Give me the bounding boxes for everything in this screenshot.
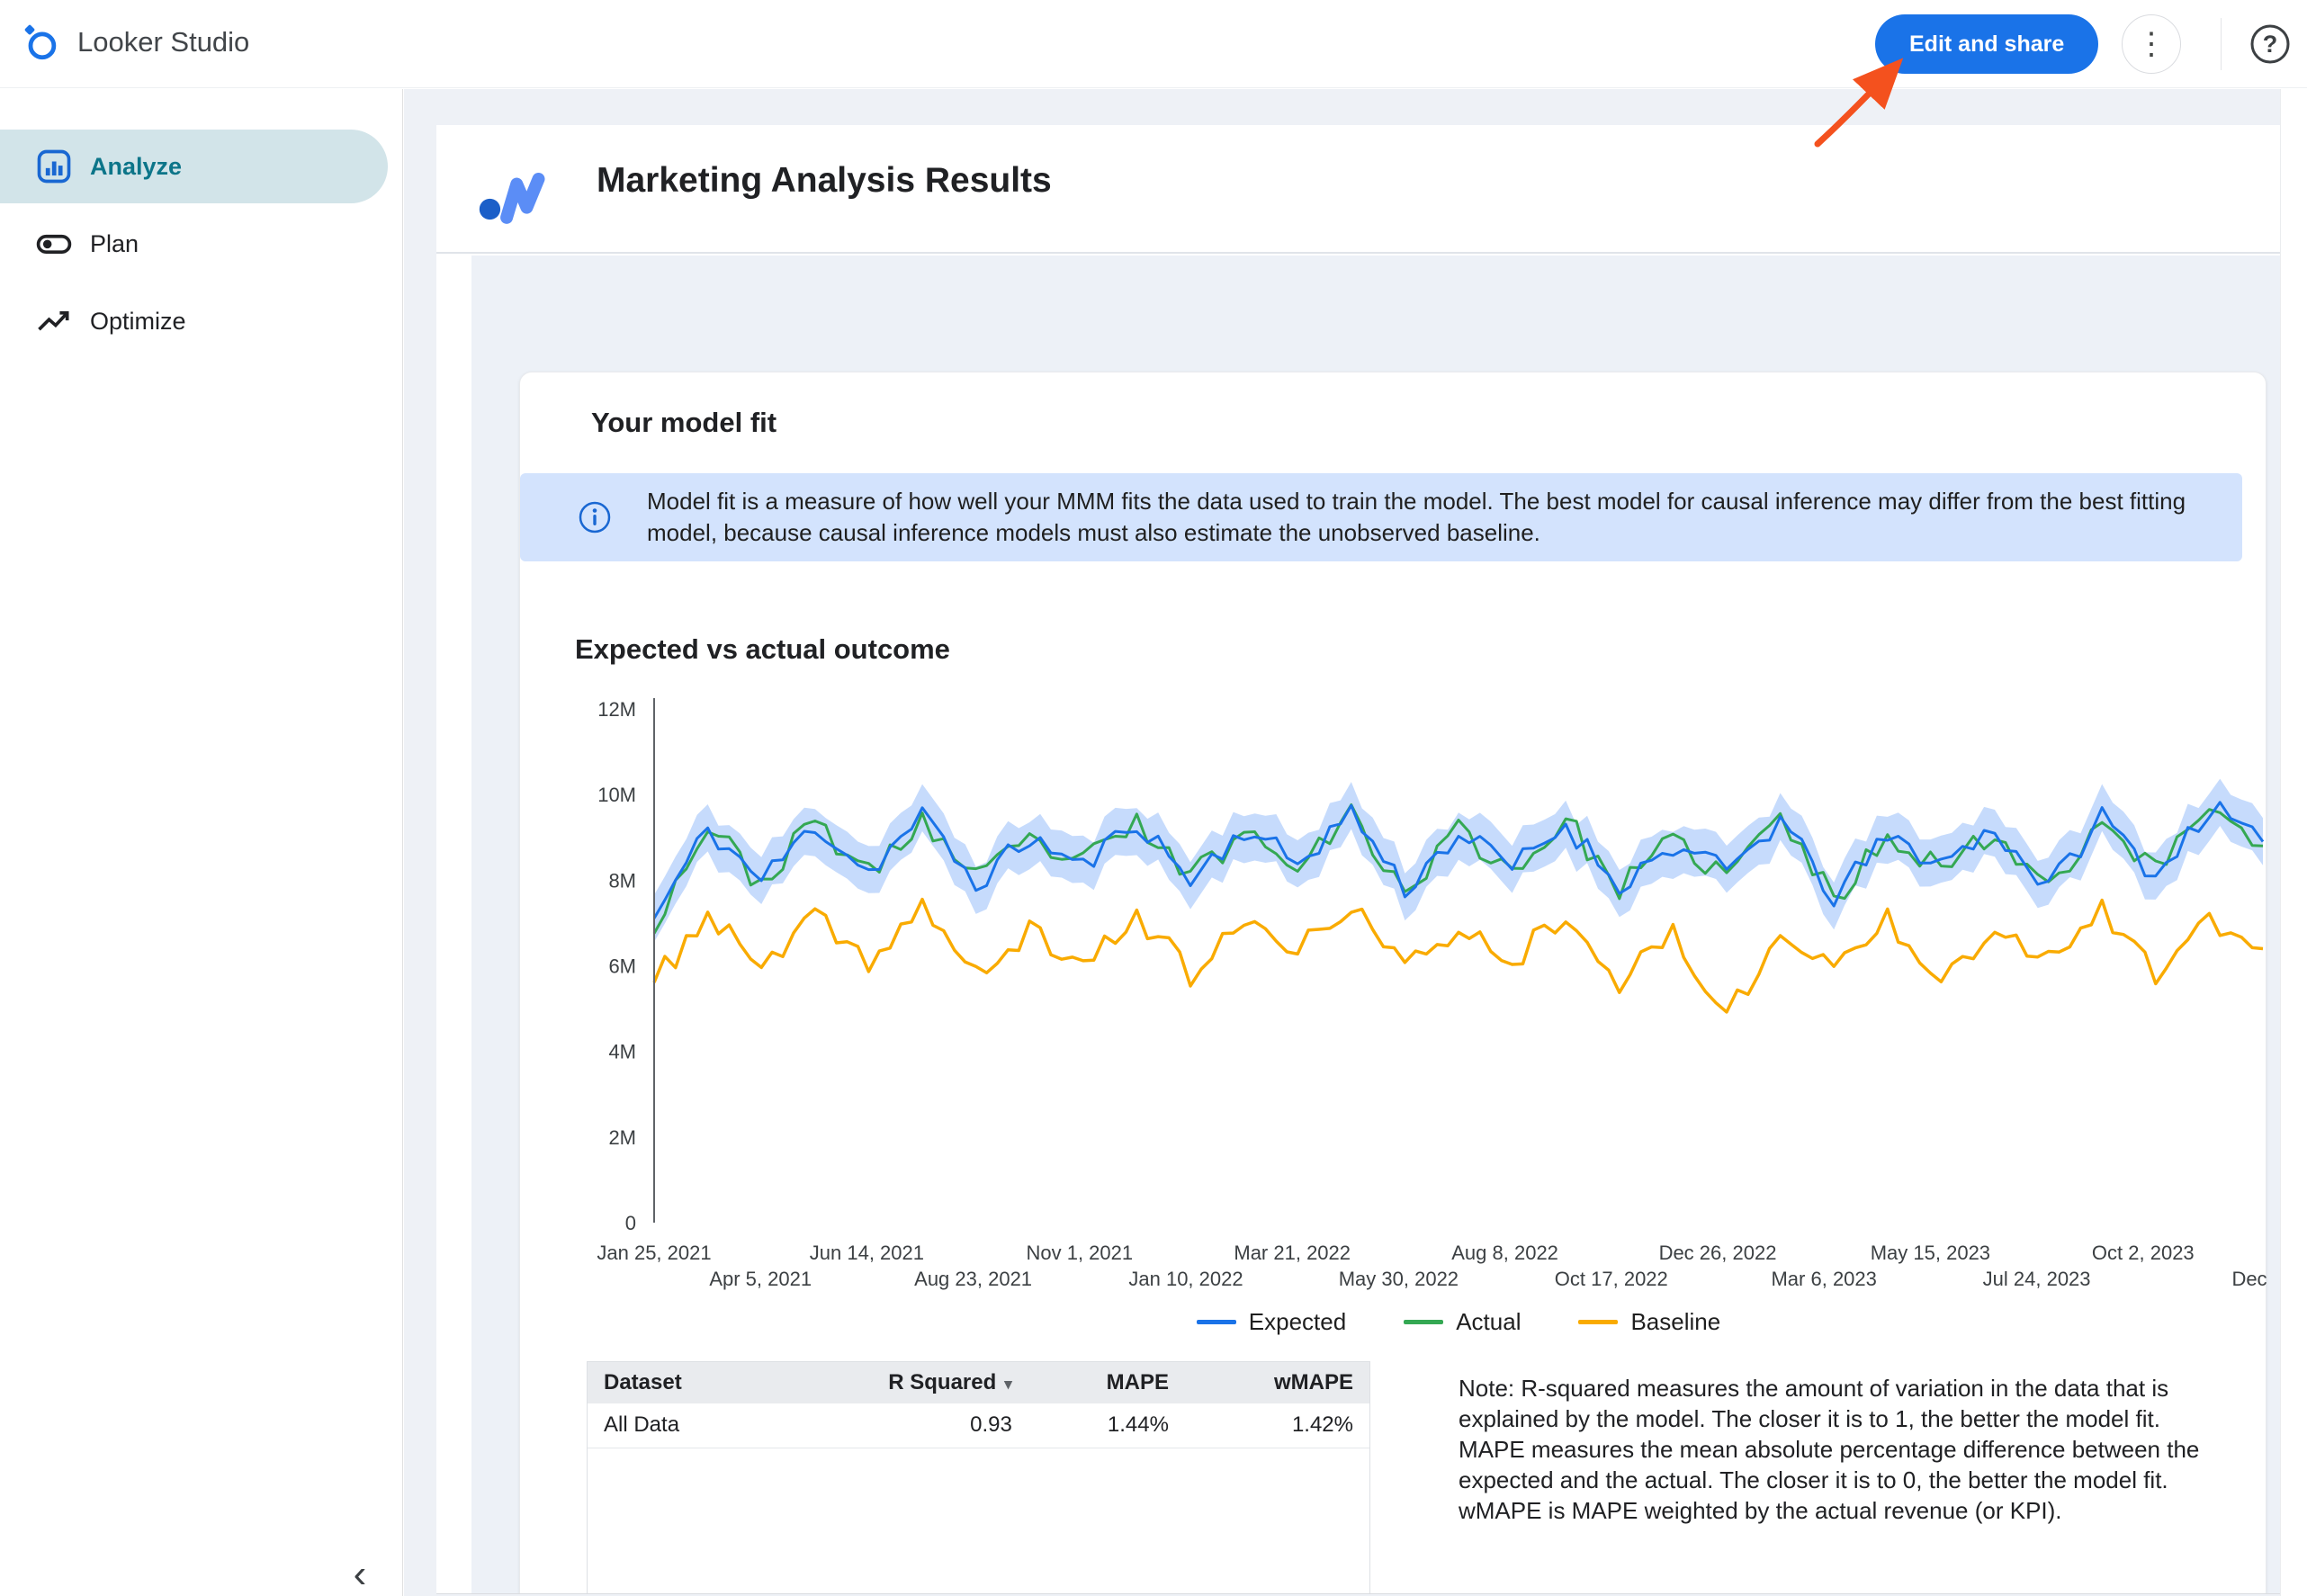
looker-studio-logo <box>24 24 57 60</box>
legend-item-expected[interactable]: Expected <box>1196 1308 1347 1336</box>
table-header-mape[interactable]: MAPE <box>1028 1362 1185 1403</box>
info-banner-text: Model fit is a measure of how well your … <box>647 488 2186 546</box>
report-body: Your model fit Model fit is a measure of… <box>436 256 2280 1593</box>
legend-label: Baseline <box>1630 1308 1721 1335</box>
x-axis-tick-label: Oct 2, 2023 <box>2092 1242 2195 1264</box>
x-axis-tick-label: Jul 24, 2023 <box>1983 1268 2091 1290</box>
scrollbar-track[interactable] <box>2280 89 2307 1596</box>
x-axis-tick-label: Nov 1, 2021 <box>1026 1242 1133 1264</box>
x-axis-tick-label: Jan 25, 2021 <box>597 1242 711 1264</box>
x-axis-tick-label: May 30, 2022 <box>1339 1268 1459 1290</box>
x-axis-tick-label: Aug 8, 2022 <box>1451 1242 1558 1264</box>
report-header: Marketing Analysis Results <box>436 125 2280 254</box>
sidebar-item-label: Optimize <box>90 307 186 335</box>
report-canvas: Marketing Analysis Results Your model fi… <box>436 125 2280 1594</box>
card-title: Your model fit <box>591 407 777 438</box>
y-axis-tick-label: 2M <box>608 1126 636 1149</box>
series-baseline-line <box>652 897 2264 1014</box>
y-axis-tick-label: 12M <box>597 698 636 721</box>
y-axis-tick-label: 8M <box>608 869 636 892</box>
top-app-bar: Looker Studio Edit and share ⋮ ? <box>0 0 2307 88</box>
sidebar-item-plan[interactable]: Plan <box>0 207 403 281</box>
legend-swatch <box>1196 1320 1236 1324</box>
model-fit-table: Dataset R Squared ▾ MAPE wMAPE All Data 0.93 1.… <box>587 1361 1370 1593</box>
x-axis-tick-label: Oct 17, 2022 <box>1555 1268 1668 1290</box>
table-header-dataset[interactable]: Dataset <box>588 1362 770 1403</box>
trending-up-icon <box>38 311 69 331</box>
legend-label: Actual <box>1456 1308 1522 1335</box>
report-page-background: Your model fit Model fit is a measure of… <box>471 256 2280 1593</box>
table-cell: 1.44% <box>1028 1403 1185 1448</box>
toggle-icon <box>36 234 72 254</box>
more-options-button[interactable]: ⋮ <box>2122 14 2181 74</box>
table-cell: All Data <box>588 1403 770 1448</box>
timeseries-chart[interactable]: 0 2M 4M 6M 8M 10M 12M Jan 25, 2021 Apr 5, 2021 Ju… <box>520 678 2267 1290</box>
info-icon <box>579 501 611 533</box>
chart-legend: Expected Actual Baseline <box>654 1308 2263 1336</box>
sidebar-item-optimize[interactable]: Optimize <box>0 284 403 358</box>
legend-label: Expected <box>1248 1308 1347 1335</box>
x-axis-tick-label: Aug 23, 2021 <box>914 1268 1032 1290</box>
table-header-r-squared[interactable]: R Squared ▾ <box>769 1362 1028 1403</box>
table-header-row: Dataset R Squared ▾ MAPE wMAPE <box>588 1362 1369 1403</box>
legend-item-baseline[interactable]: Baseline <box>1578 1308 1720 1336</box>
x-axis-tick-label: Mar 6, 2023 <box>1771 1268 1876 1290</box>
analyze-chart-icon <box>37 149 71 184</box>
x-axis-tick-label: May 15, 2023 <box>1871 1242 1990 1264</box>
help-button[interactable]: ? <box>2248 22 2293 67</box>
table-row: All Data 0.93 1.44% 1.42% <box>588 1403 1369 1448</box>
series-expected-line <box>652 801 2265 919</box>
vertical-ellipsis-icon: ⋮ <box>2136 27 2167 61</box>
report-title: Marketing Analysis Results <box>597 161 1052 200</box>
model-fit-card: Your model fit Model fit is a measure of… <box>519 372 2267 1593</box>
info-banner: Model fit is a measure of how well your … <box>520 473 2242 561</box>
help-icon: ? <box>2250 24 2290 64</box>
sidebar-item-analyze[interactable]: Analyze <box>0 130 388 203</box>
sort-arrow-icon: ▾ <box>1004 1376 1012 1393</box>
y-axis-tick-label: 10M <box>597 784 636 806</box>
sidebar-collapse-button[interactable]: ‹ <box>335 1554 385 1595</box>
legend-swatch <box>1404 1320 1444 1324</box>
x-axis-tick-label: Apr 5, 2021 <box>709 1268 812 1290</box>
app-name: Looker Studio <box>77 26 250 58</box>
svg-text:?: ? <box>2263 31 2278 58</box>
app-logo-title: Looker Studio <box>20 22 249 63</box>
model-fit-note: Note: R-squared measures the amount of v… <box>1459 1375 2200 1524</box>
x-axis-tick-label: Jan 10, 2022 <box>1128 1268 1243 1290</box>
header-divider <box>2221 18 2222 70</box>
y-axis-tick-label: 4M <box>608 1041 636 1063</box>
chevron-left-icon: ‹ <box>353 1552 367 1596</box>
x-axis-tick-label: Jun 14, 2021 <box>810 1242 924 1264</box>
x-axis-tick-label: Mar 21, 2022 <box>1234 1242 1351 1264</box>
main-area: Marketing Analysis Results Your model fi… <box>404 89 2307 1596</box>
table-cell: 0.93 <box>769 1403 1028 1448</box>
legend-swatch <box>1578 1320 1619 1324</box>
y-axis-tick-label: 6M <box>608 955 636 978</box>
chart-section-title: Expected vs actual outcome <box>575 633 950 665</box>
sidebar-item-label: Plan <box>90 229 139 257</box>
x-axis-tick-label: Dec <box>2231 1268 2267 1290</box>
sidebar: Analyze Plan Optimize ‹ <box>0 89 403 1596</box>
x-axis-tick-label: Dec 26, 2022 <box>1659 1242 1777 1264</box>
table-header-wmape[interactable]: wMAPE <box>1184 1362 1369 1403</box>
table-cell: 1.42% <box>1184 1403 1369 1448</box>
y-axis-tick-label: 0 <box>625 1212 636 1234</box>
edit-and-share-button[interactable]: Edit and share <box>1875 14 2099 74</box>
legend-item-actual[interactable]: Actual <box>1404 1308 1521 1336</box>
sidebar-item-label: Analyze <box>90 152 183 180</box>
series-actual-line <box>652 803 2264 935</box>
meridian-logo <box>479 172 545 224</box>
